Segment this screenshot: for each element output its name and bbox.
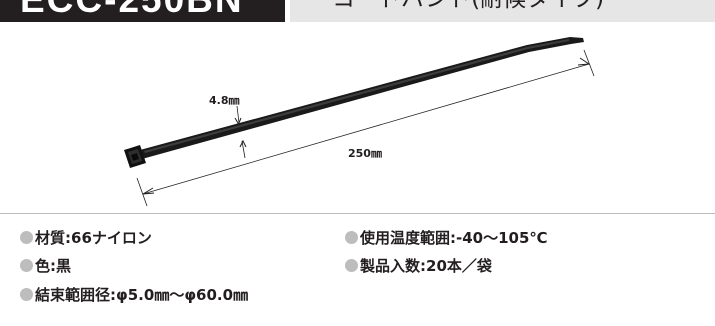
bullet-icon [20,288,33,301]
length-label: 250㎜ [348,147,382,160]
spec-quantity: 製品入数:20本／袋 [345,256,492,276]
spec-color: 色:黒 [20,256,71,276]
spec-temperature: 使用温度範囲:-40〜105℃ [345,228,548,248]
bullet-icon [345,259,358,272]
bullet-icon [20,231,33,244]
spec-label: 色 [35,257,51,275]
length-dimension [136,49,595,207]
spec-value: 黒 [56,257,72,275]
width-dimension [234,105,247,159]
product-figure: 4.8㎜ 250㎜ [0,22,715,210]
cable-tie-strap [140,37,584,159]
spec-label: 使用温度範囲 [360,229,451,247]
bullet-icon [345,231,358,244]
cable-tie-head [124,145,146,168]
spec-label: 材質 [35,229,66,247]
cable-tie-illustration [124,37,595,207]
spec-value: 20本／袋 [426,257,492,275]
model-badge: ECC-250BN [0,0,285,22]
spec-value: φ5.0㎜〜φ60.0㎜ [116,286,249,304]
header: ECC-250BN コードバンド(耐候タイプ) [0,0,715,22]
width-label: 4.8㎜ [209,94,240,107]
bullet-icon [20,259,33,272]
product-title: コードバンド(耐候タイプ) [332,0,604,13]
spec-value: 66ナイロン [71,229,152,247]
spec-value: -40〜105℃ [456,229,548,247]
spec-bundle-range: 結束範囲径:φ5.0㎜〜φ60.0㎜ [20,285,248,305]
title-bar: コードバンド(耐候タイプ) [290,0,715,22]
model-code: ECC-250BN [20,0,244,20]
spec-label: 製品入数 [360,257,421,275]
divider [0,213,715,214]
spec-material: 材質:66ナイロン [20,228,152,248]
spec-label: 結束範囲径 [35,286,111,304]
